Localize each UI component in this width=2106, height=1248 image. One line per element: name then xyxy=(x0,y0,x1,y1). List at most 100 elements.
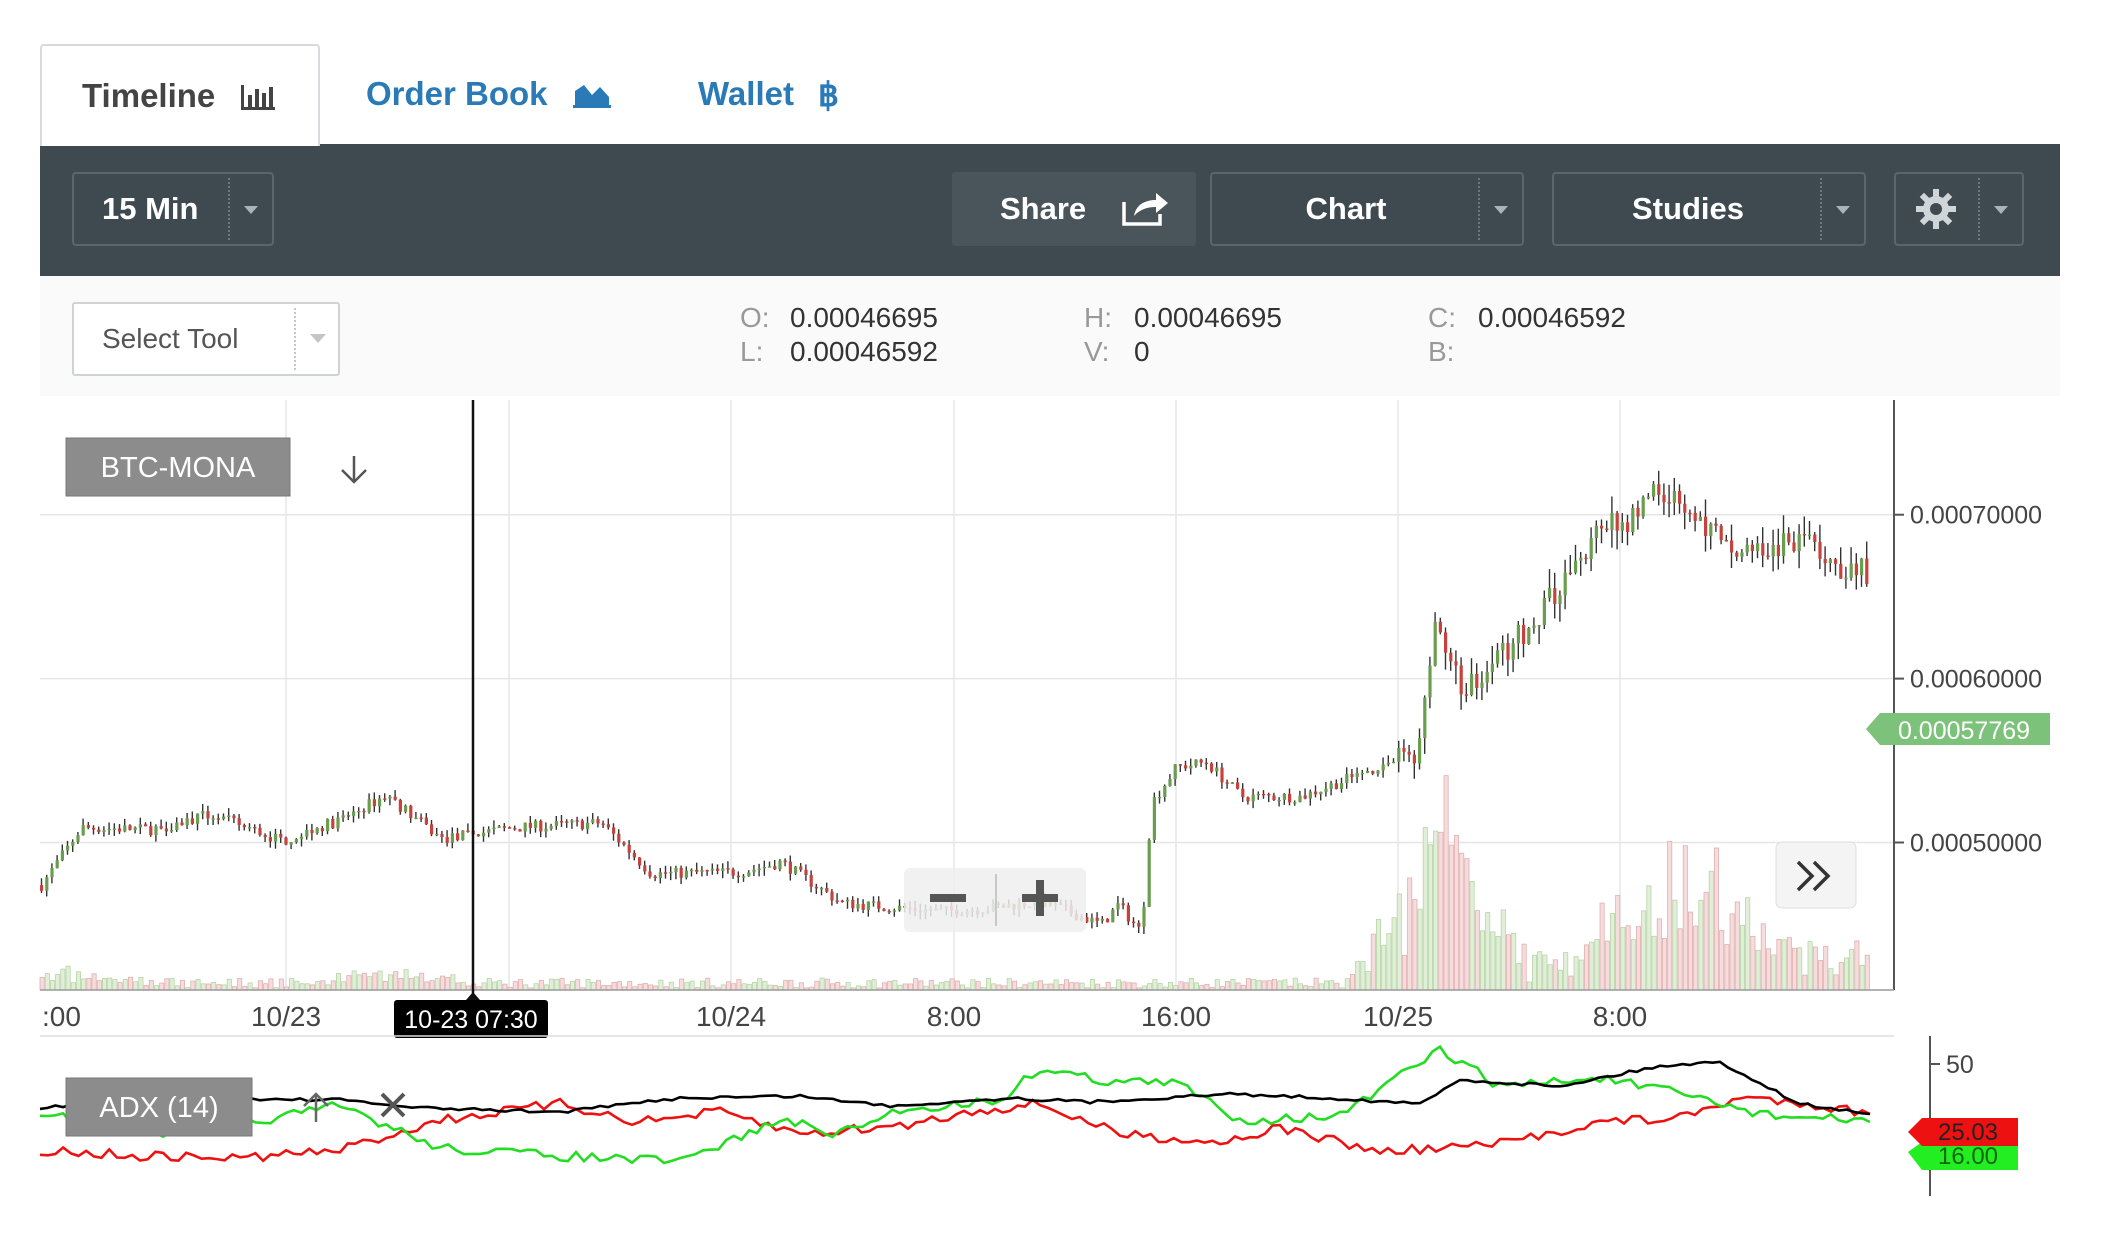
candle-body xyxy=(232,815,236,819)
volume-bar xyxy=(1282,979,1288,991)
select-tool-dropdown[interactable]: Select Tool xyxy=(72,302,340,376)
volume-value: 0 xyxy=(1134,336,1150,367)
candle-body xyxy=(404,805,408,812)
studies-dropdown[interactable]: Studies xyxy=(1552,172,1866,246)
candle-body xyxy=(1808,534,1812,537)
arrow-down-icon[interactable] xyxy=(341,456,367,484)
volume-bar xyxy=(648,984,654,991)
volume-bar xyxy=(164,978,170,991)
volume-bar xyxy=(986,977,992,991)
candle-body xyxy=(591,819,595,823)
candle-body xyxy=(1745,544,1749,553)
candle-body xyxy=(144,824,148,827)
candle-body xyxy=(1532,625,1536,628)
crosshair-marker xyxy=(466,992,480,1000)
candle-body xyxy=(1412,754,1416,764)
zoom-out-button[interactable] xyxy=(930,894,966,902)
candle-body xyxy=(1433,621,1437,666)
candle-body xyxy=(1303,795,1307,799)
time-tick-label: 10/25 xyxy=(1363,1001,1433,1032)
info-bar: Select Tool O: 0.00046695 L: 0.00046592 H:… xyxy=(40,276,2060,396)
candle-body xyxy=(1797,533,1801,552)
volume-bar xyxy=(1391,917,1397,991)
volume-bar xyxy=(122,979,128,991)
candle-body xyxy=(398,799,402,812)
volume-bar xyxy=(819,977,825,991)
adx-indicator-badge[interactable] xyxy=(65,1077,253,1137)
candle-body xyxy=(1626,522,1630,532)
candle-body xyxy=(799,866,803,870)
chart-type-dropdown[interactable]: Chart xyxy=(1210,172,1524,246)
volume-bar xyxy=(1849,948,1855,991)
candle-body xyxy=(1730,540,1734,553)
candle-body xyxy=(856,904,860,909)
volume-bar xyxy=(1864,954,1870,991)
candle-body xyxy=(1548,588,1552,599)
volume-bar xyxy=(554,978,560,991)
settings-dropdown[interactable] xyxy=(1894,172,2024,246)
candle-body xyxy=(1184,765,1188,769)
volume-bar xyxy=(1568,975,1574,991)
volume-bar xyxy=(1422,827,1428,991)
ohlc-high: H: 0.00046695 xyxy=(1084,302,1282,334)
tab-order-book[interactable]: Order Book xyxy=(366,44,612,144)
candle-body xyxy=(1802,533,1806,536)
candle-body xyxy=(1475,673,1479,688)
candle-body xyxy=(1210,763,1214,772)
candle-body xyxy=(1334,783,1338,790)
volume-bar xyxy=(887,981,893,991)
share-button[interactable]: Share xyxy=(952,172,1196,246)
volume-bar xyxy=(419,972,425,991)
tab-timeline[interactable]: Timeline xyxy=(40,44,320,146)
volume-bar xyxy=(315,981,321,991)
candle-body xyxy=(1324,788,1328,792)
candle-body xyxy=(341,815,345,818)
volume-bar xyxy=(429,980,435,991)
tab-wallet[interactable]: Wallet ฿ xyxy=(698,44,839,144)
scroll-to-latest-button[interactable] xyxy=(1775,841,1857,909)
volume-bar xyxy=(1251,979,1257,991)
volume-bar xyxy=(486,977,492,991)
volume-bar xyxy=(892,980,898,991)
candle-body xyxy=(539,820,543,832)
volume-bar xyxy=(668,981,674,991)
candle-body xyxy=(1314,791,1318,795)
candle-body xyxy=(378,798,382,807)
price-tick-label: 0.00070000 xyxy=(1910,502,2042,530)
volume-bar xyxy=(954,980,960,991)
arrow-up-icon[interactable] xyxy=(303,1092,329,1122)
candle-body xyxy=(1678,490,1682,504)
candle-body xyxy=(424,817,428,825)
candle-body xyxy=(1860,558,1864,576)
volume-bar xyxy=(1599,902,1605,991)
share-icon xyxy=(1120,190,1172,228)
volume-bar xyxy=(1854,940,1860,991)
candle-body xyxy=(362,810,366,813)
candle-body xyxy=(601,823,605,825)
candle-body xyxy=(1199,759,1203,763)
interval-dropdown[interactable]: 15 Min xyxy=(72,172,274,246)
volume-bar xyxy=(549,978,555,991)
volume-bar xyxy=(107,977,113,991)
volume-bar xyxy=(200,983,206,991)
volume-bar xyxy=(1043,983,1049,991)
symbol-badge[interactable] xyxy=(65,437,291,497)
candle-body xyxy=(66,845,70,851)
volume-bar xyxy=(393,971,399,991)
candle-body xyxy=(294,839,298,843)
volume-bar xyxy=(1750,935,1756,991)
candle-body xyxy=(305,829,309,837)
close-icon[interactable] xyxy=(380,1092,406,1118)
candle-body xyxy=(1288,793,1292,803)
volume-bar xyxy=(1792,947,1798,991)
candle-body xyxy=(882,908,886,911)
volume-bar xyxy=(1786,937,1792,991)
candle-body xyxy=(1111,909,1115,923)
candle-body xyxy=(762,866,766,869)
volume-bar xyxy=(512,981,518,991)
candle-body xyxy=(596,819,600,824)
volume-bar xyxy=(304,983,310,991)
volume-bar xyxy=(372,972,378,991)
zoom-in-button[interactable] xyxy=(1022,880,1058,916)
